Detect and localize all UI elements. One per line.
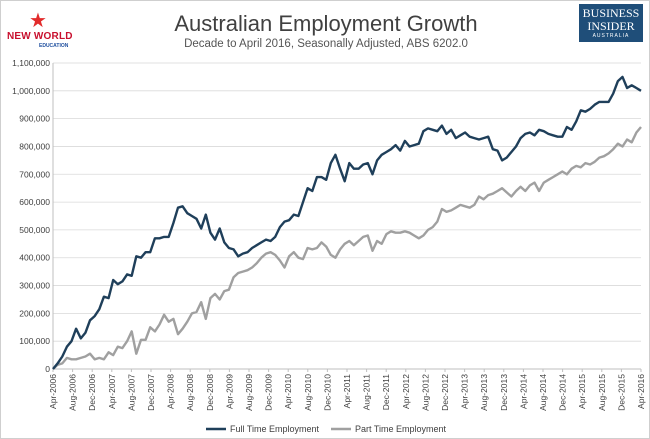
x-tick-label: Apr-2010 [283,374,293,409]
x-tick-label: Aug-2013 [479,374,489,411]
x-tick-label: Aug-2009 [244,374,254,411]
y-tick-label: 200,000 [19,308,50,318]
y-tick-label: 500,000 [19,225,50,235]
y-tick-label: 1,000,000 [12,86,50,96]
legend-label: Part Time Employment [355,424,447,434]
series-line-0 [52,75,642,370]
chart-subtitle: Decade to April 2016, Seasonally Adjuste… [184,38,468,50]
x-tick-label: Apr-2013 [460,374,470,409]
x-tick-label: Dec-2013 [499,374,509,411]
x-tick-label: Apr-2016 [636,374,646,409]
x-tick-label: Apr-2011 [342,374,352,409]
x-tick-label: Dec-2011 [381,374,391,410]
x-tick-label: Dec-2010 [322,374,332,411]
x-tick-label: Aug-2007 [126,374,136,411]
series-line-1 [52,126,642,370]
y-tick-label: 800,000 [19,141,50,151]
x-tick-label: Dec-2012 [440,374,450,411]
x-tick-label: Dec-2015 [616,374,626,411]
chart-title: Australian Employment Growth [174,11,478,36]
x-tick-label: Aug-2012 [420,374,430,411]
x-tick-label: Apr-2009 [224,374,234,409]
x-tick-label: Dec-2006 [87,374,97,411]
x-tick-label: Aug-2008 [185,374,195,411]
y-tick-label: 1,100,000 [12,58,50,68]
business-insider-logo: BUSINESS INSIDER AUSTRALIA [579,4,643,42]
x-tick-label: Aug-2015 [597,374,607,411]
y-tick-label: 100,000 [19,336,50,346]
y-tick-label: 300,000 [19,281,50,291]
y-tick-label: 600,000 [19,197,50,207]
y-tick-label: 700,000 [19,169,50,179]
x-tick-label: Apr-2012 [401,374,411,409]
x-tick-label: Apr-2014 [518,374,528,409]
x-tick-label: Apr-2007 [107,374,117,409]
star-person-icon: ★ [29,10,47,32]
x-tick-label: Dec-2008 [205,374,215,411]
x-tick-label: Aug-2010 [303,374,313,411]
x-tick-label: Aug-2011 [362,374,372,411]
y-tick-label: 400,000 [19,253,50,263]
legend-label: Full Time Employment [230,424,320,434]
x-tick-label: Dec-2009 [264,374,274,411]
new-world-education-logo: ★ NEW WORLD EDUCATION [7,11,79,51]
y-tick-label: 0 [45,364,50,374]
bi-logo-line3: AUSTRALIA [592,33,630,39]
bi-logo-line2: INSIDER [587,19,635,33]
x-tick-label: Apr-2008 [166,374,176,409]
x-tick-label: Apr-2015 [577,374,587,409]
left-logo-text: NEW WORLD [7,31,73,42]
x-tick-label: Apr-2006 [48,374,58,409]
x-tick-label: Aug-2006 [68,374,78,411]
x-tick-label: Dec-2007 [146,374,156,411]
bi-logo-line1: BUSINESS [582,6,640,20]
x-tick-label: Aug-2014 [538,374,548,411]
left-logo-subtext: EDUCATION [39,43,69,49]
x-tick-label: Dec-2014 [558,374,568,411]
y-tick-label: 900,000 [19,114,50,124]
